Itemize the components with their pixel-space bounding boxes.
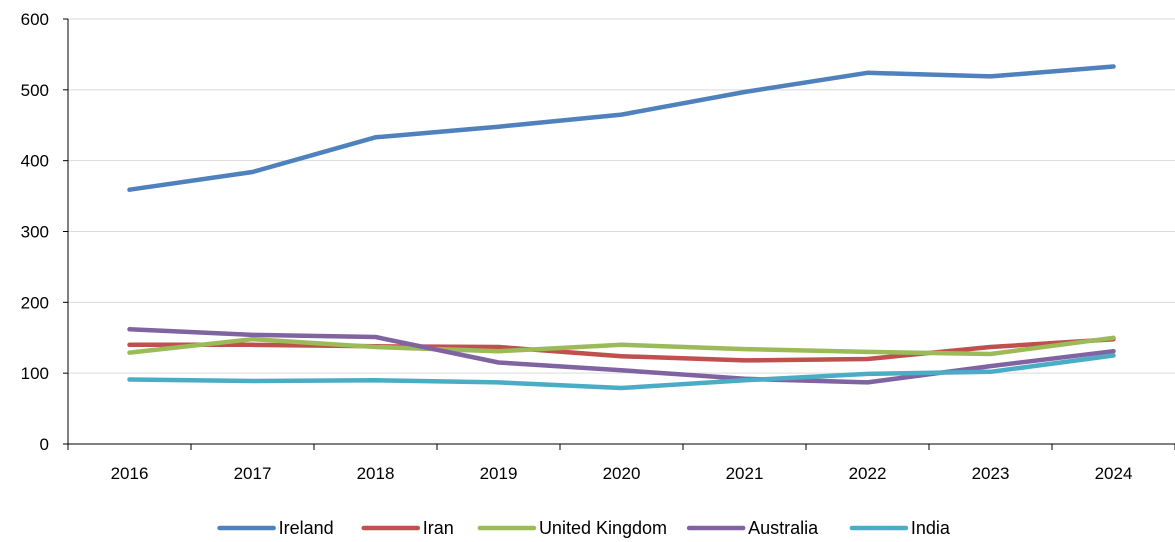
data-point bbox=[1111, 335, 1116, 340]
data-point bbox=[619, 342, 624, 347]
data-point bbox=[496, 360, 501, 365]
x-tick-label: 2021 bbox=[726, 464, 764, 483]
data-point bbox=[619, 368, 624, 373]
x-tick-label: 2017 bbox=[234, 464, 272, 483]
data-point bbox=[865, 70, 870, 75]
data-point bbox=[742, 378, 747, 383]
legend-item: United Kingdom bbox=[477, 518, 667, 538]
y-tick-label: 100 bbox=[21, 364, 49, 383]
legend-label: India bbox=[911, 518, 951, 538]
y-tick-label: 400 bbox=[21, 152, 49, 171]
data-point bbox=[496, 380, 501, 385]
data-point bbox=[619, 386, 624, 391]
legend-item: Australia bbox=[686, 518, 819, 538]
data-point bbox=[1111, 64, 1116, 69]
data-point bbox=[250, 170, 255, 174]
x-tick-label: 2023 bbox=[972, 464, 1010, 483]
gridlines bbox=[68, 18, 1175, 374]
data-point bbox=[988, 369, 993, 374]
data-point bbox=[619, 354, 624, 359]
data-point bbox=[742, 358, 747, 363]
data-point bbox=[127, 187, 132, 192]
legend-label: Australia bbox=[748, 518, 819, 538]
x-axis-tick-labels: 2016 2017 2018 2019 2020 2021 2022 2023 2024 bbox=[111, 464, 1133, 483]
x-tick-label: 2018 bbox=[357, 464, 395, 483]
y-tick-label: 300 bbox=[21, 223, 49, 242]
data-point bbox=[250, 337, 255, 342]
data-point bbox=[496, 124, 501, 129]
data-point bbox=[373, 135, 378, 140]
x-tick-label: 2020 bbox=[603, 464, 641, 483]
data-point bbox=[865, 380, 870, 385]
data-point bbox=[988, 74, 993, 79]
data-point bbox=[742, 89, 747, 94]
data-point bbox=[373, 378, 378, 383]
y-axis-tick-labels: 0 100 200 300 400 500 600 bbox=[21, 10, 49, 454]
data-point bbox=[250, 378, 255, 383]
data-point bbox=[250, 332, 255, 337]
x-tick-label: 2022 bbox=[849, 464, 887, 483]
data-point bbox=[127, 327, 132, 332]
series-lines bbox=[127, 64, 1116, 391]
data-point bbox=[496, 344, 501, 349]
y-tick-label: 200 bbox=[21, 293, 49, 312]
data-point bbox=[127, 377, 132, 382]
data-point bbox=[373, 344, 378, 349]
x-tick-label: 2024 bbox=[1095, 464, 1133, 483]
axes bbox=[63, 18, 1175, 450]
y-tick-label: 600 bbox=[21, 10, 49, 29]
legend-label: Iran bbox=[423, 518, 454, 538]
data-point bbox=[988, 364, 993, 369]
x-tick-label: 2016 bbox=[111, 464, 149, 483]
data-point bbox=[1111, 349, 1116, 354]
data-point bbox=[250, 342, 255, 347]
data-point bbox=[988, 352, 993, 357]
legend-item: Iran bbox=[361, 518, 454, 538]
data-point bbox=[865, 349, 870, 354]
data-point bbox=[496, 349, 501, 354]
data-point bbox=[865, 357, 870, 361]
data-point bbox=[619, 112, 624, 117]
data-point bbox=[1111, 353, 1116, 358]
legend: Ireland Iran United Kingdom Australia India bbox=[217, 518, 951, 538]
legend-item: India bbox=[849, 518, 951, 538]
series-line-ireland bbox=[127, 64, 1116, 192]
y-tick-label: 0 bbox=[40, 435, 49, 454]
data-point bbox=[988, 344, 993, 349]
legend-label: Ireland bbox=[279, 518, 334, 538]
legend-label: United Kingdom bbox=[539, 518, 667, 538]
x-tick-label: 2019 bbox=[480, 464, 518, 483]
legend-item: Ireland bbox=[217, 518, 334, 538]
y-tick-label: 500 bbox=[21, 81, 49, 100]
data-point bbox=[865, 371, 870, 376]
data-point bbox=[373, 335, 378, 340]
data-point bbox=[127, 350, 132, 355]
data-point bbox=[742, 347, 747, 352]
data-point bbox=[127, 342, 132, 347]
